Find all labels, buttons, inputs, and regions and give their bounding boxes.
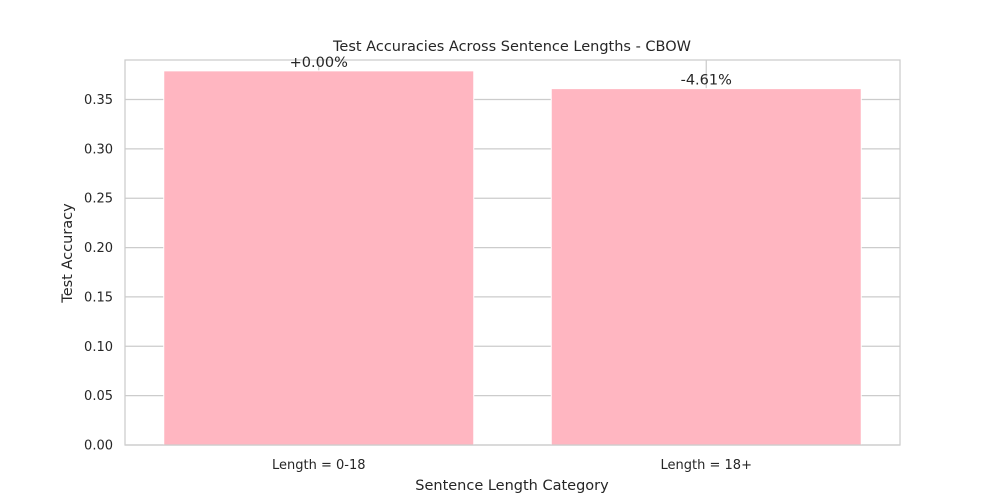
x-axis-label: Sentence Length Category bbox=[415, 478, 609, 494]
y-tick-label: 0.05 bbox=[84, 389, 113, 404]
bars bbox=[163, 70, 862, 446]
bar-data-label: +0.00% bbox=[290, 55, 348, 71]
x-tick-label: Length = 0-18 bbox=[272, 458, 366, 473]
y-tick-label: 0.30 bbox=[84, 142, 113, 157]
y-ticks: 0.00 0.05 0.10 0.15 0.20 0.25 0.30 0.35 bbox=[84, 93, 113, 454]
y-tick-label: 0.35 bbox=[84, 93, 113, 108]
x-ticks: Length = 0-18 Length = 18+ bbox=[272, 458, 752, 473]
y-tick-label: 0.10 bbox=[84, 340, 113, 355]
bar bbox=[163, 70, 475, 446]
chart-title: Test Accuracies Across Sentence Lengths … bbox=[332, 39, 691, 55]
y-tick-label: 0.25 bbox=[84, 192, 113, 207]
y-tick-label: 0.00 bbox=[84, 439, 113, 454]
y-axis-label: Test Accuracy bbox=[60, 203, 76, 304]
bar-data-label: -4.61% bbox=[681, 73, 732, 89]
axes-frame bbox=[124, 59, 901, 446]
data-labels: +0.00% -4.61% bbox=[290, 55, 732, 89]
x-tick-label: Length = 18+ bbox=[661, 458, 752, 473]
y-tick-label: 0.15 bbox=[84, 290, 113, 305]
bar bbox=[550, 88, 862, 446]
y-tick-label: 0.20 bbox=[84, 241, 113, 256]
